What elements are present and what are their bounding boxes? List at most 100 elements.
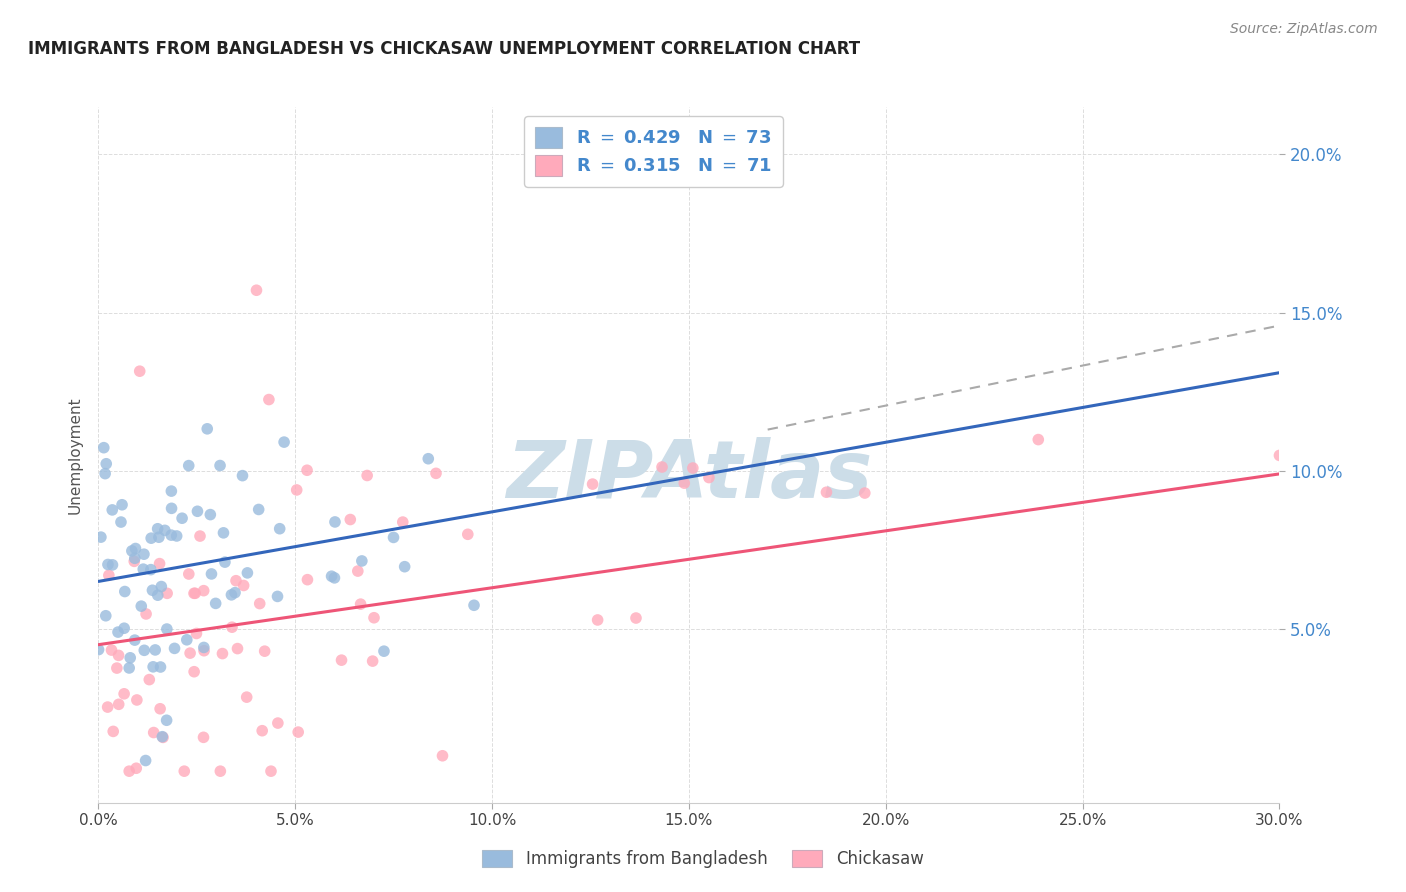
Point	[221, 620, 243, 634]
Point	[200, 566, 222, 581]
Point	[103, 724, 125, 739]
Point	[247, 502, 270, 516]
Point	[209, 458, 232, 473]
Point	[394, 559, 416, 574]
Point	[212, 525, 235, 540]
Point	[285, 483, 308, 497]
Point	[149, 660, 172, 674]
Point	[173, 764, 195, 779]
Point	[146, 522, 169, 536]
Point	[183, 586, 205, 600]
Point	[321, 569, 343, 583]
Point	[141, 583, 163, 598]
Point	[266, 590, 288, 604]
Point	[149, 702, 172, 716]
Point	[204, 596, 226, 610]
Point	[142, 725, 165, 739]
Point	[232, 578, 254, 592]
Point	[128, 364, 150, 378]
Point	[177, 567, 200, 582]
Point	[87, 642, 110, 657]
Point	[101, 503, 124, 517]
Point	[96, 457, 118, 471]
Point	[141, 531, 163, 545]
Point	[156, 622, 179, 636]
Point	[815, 485, 838, 500]
Point	[97, 568, 120, 582]
Text: Source: ZipAtlas.com: Source: ZipAtlas.com	[1230, 22, 1378, 37]
Point	[124, 551, 146, 566]
Point	[135, 607, 157, 621]
Point	[110, 515, 132, 529]
Point	[586, 613, 609, 627]
Point	[148, 557, 170, 571]
Point	[179, 646, 201, 660]
Point	[114, 584, 136, 599]
Point	[350, 554, 373, 568]
Point	[146, 588, 169, 602]
Y-axis label: Unemployment: Unemployment	[67, 396, 83, 514]
Point	[624, 611, 647, 625]
Point	[273, 435, 295, 450]
Point	[193, 583, 215, 598]
Point	[425, 467, 447, 481]
Point	[853, 486, 876, 500]
Point	[94, 608, 117, 623]
Point	[418, 451, 440, 466]
Point	[118, 661, 141, 675]
Point	[153, 524, 176, 538]
Point	[682, 461, 704, 475]
Point	[118, 764, 141, 779]
Point	[253, 644, 276, 658]
Point	[287, 725, 309, 739]
Point	[214, 555, 236, 569]
Point	[193, 731, 215, 745]
Point	[143, 643, 166, 657]
Point	[297, 573, 319, 587]
Point	[211, 647, 233, 661]
Text: ZIPAtlas: ZIPAtlas	[506, 437, 872, 515]
Point	[107, 698, 129, 712]
Point	[156, 586, 179, 600]
Point	[323, 571, 346, 585]
Point	[111, 498, 134, 512]
Point	[195, 422, 218, 436]
Point	[225, 574, 247, 588]
Legend: $\mathbf{R}$ $=$ $\mathbf{0.429}$   $\mathbf{N}$ $=$ $\mathbf{73}$, $\mathbf{R}$: $\mathbf{R}$ $=$ $\mathbf{0.429}$ $\math…	[524, 116, 783, 186]
Point	[129, 599, 152, 614]
Point	[94, 467, 117, 481]
Legend: Immigrants from Bangladesh, Chickasaw: Immigrants from Bangladesh, Chickasaw	[475, 843, 931, 875]
Point	[193, 644, 215, 658]
Point	[160, 528, 183, 542]
Text: IMMIGRANTS FROM BANGLADESH VS CHICKASAW UNEMPLOYMENT CORRELATION CHART: IMMIGRANTS FROM BANGLADESH VS CHICKASAW …	[28, 40, 860, 58]
Point	[346, 564, 368, 578]
Point	[135, 754, 157, 768]
Point	[221, 588, 243, 602]
Point	[432, 748, 454, 763]
Point	[172, 511, 194, 525]
Point	[97, 558, 120, 572]
Point	[183, 665, 205, 679]
Point	[142, 660, 165, 674]
Point	[231, 468, 253, 483]
Point	[148, 530, 170, 544]
Point	[1268, 449, 1291, 463]
Point	[152, 731, 174, 745]
Point	[132, 547, 155, 561]
Point	[224, 585, 246, 599]
Point	[250, 723, 273, 738]
Point	[100, 643, 122, 657]
Point	[124, 633, 146, 648]
Point	[339, 512, 361, 526]
Point	[138, 673, 160, 687]
Point	[160, 501, 183, 516]
Point	[361, 654, 384, 668]
Point	[581, 477, 603, 491]
Point	[356, 468, 378, 483]
Point	[193, 640, 215, 655]
Point	[235, 690, 257, 705]
Point	[112, 687, 135, 701]
Point	[245, 283, 267, 297]
Point	[373, 644, 395, 658]
Point	[382, 530, 405, 544]
